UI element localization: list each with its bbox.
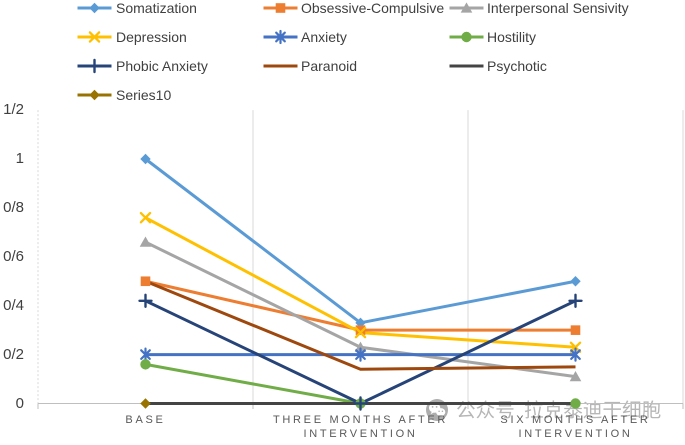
series-markers xyxy=(140,153,581,329)
legend-item-label: Anxiety xyxy=(301,29,347,45)
legend-item-label: Depression xyxy=(116,29,187,45)
y-tick-label: 0/8 xyxy=(3,198,24,216)
legend-swatch xyxy=(263,64,298,68)
series-line xyxy=(144,279,576,371)
legend-item-label: Phobic Anxiety xyxy=(116,58,208,74)
legend-swatch xyxy=(449,64,484,68)
series-markers xyxy=(140,276,581,335)
legend-swatch xyxy=(77,31,112,43)
series-markers xyxy=(139,236,582,382)
legend-swatch xyxy=(263,3,298,13)
x-tick-label: BASE xyxy=(125,414,166,426)
x-tick-label: SIX MONTHS AFTER INTERVENTION xyxy=(500,414,651,440)
legend-item-label: Hostility xyxy=(487,29,537,45)
y-tick-label: 1/2 xyxy=(3,101,24,119)
legend-item-label: Somatization xyxy=(116,0,197,16)
y-tick-label: 0/4 xyxy=(3,296,24,314)
legend-swatch xyxy=(263,29,298,45)
legend-swatch xyxy=(77,89,112,101)
legend-item-label: Psychotic xyxy=(487,58,547,74)
series-markers xyxy=(138,293,583,411)
legend-item-label: Paranoid xyxy=(301,58,358,74)
x-tick-label: THREE MONTHS AFTER INTERVENTION xyxy=(272,414,449,440)
y-tick-label: 0/6 xyxy=(3,247,24,265)
y-tick-label: 0/2 xyxy=(3,345,24,363)
legend-item-label: Series10 xyxy=(116,87,172,103)
series-markers xyxy=(140,347,581,362)
y-tick-label: 0 xyxy=(15,394,24,412)
y-tick-label: 1 xyxy=(15,150,24,167)
legend-swatch xyxy=(77,58,112,74)
legend-swatch xyxy=(449,31,484,43)
legend-swatch xyxy=(449,2,484,13)
series-line xyxy=(144,157,576,325)
legend-swatch xyxy=(77,2,112,14)
legend-item-label: Obsessive-Compulsive xyxy=(301,0,445,16)
series-markers xyxy=(140,398,151,409)
legend-item-label: Interpersonal Sensivity xyxy=(487,0,629,16)
